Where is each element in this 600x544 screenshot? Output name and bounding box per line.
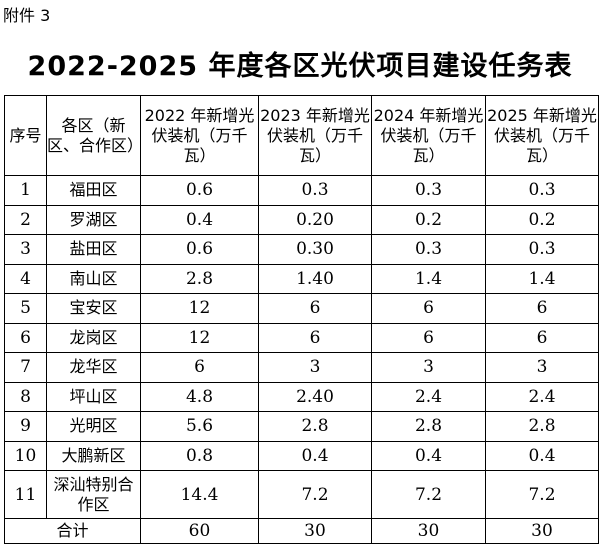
row-district: 坪山区 [46, 381, 141, 412]
row-2024: 6 [371, 322, 486, 353]
total-2023: 30 [258, 518, 372, 544]
table-row: 6 龙岗区 12 6 6 6 [4, 322, 599, 353]
row-seq: 9 [4, 411, 47, 442]
row-district: 南山区 [46, 263, 141, 294]
row-2025: 1.4 [485, 263, 599, 294]
table-row: 9 光明区 5.6 2.8 2.8 2.8 [4, 411, 599, 442]
row-2023: 7.2 [258, 470, 372, 519]
table-row: 1 福田区 0.6 0.3 0.3 0.3 [4, 175, 599, 206]
row-2022: 6 [140, 352, 259, 383]
row-district: 深汕特别合作区 [46, 470, 141, 519]
row-2022: 0.4 [140, 204, 259, 235]
row-2025: 7.2 [485, 470, 599, 519]
row-district: 宝安区 [46, 293, 141, 324]
row-seq: 8 [4, 381, 47, 412]
row-2022: 0.6 [140, 234, 259, 265]
row-seq: 10 [4, 440, 47, 471]
row-2022: 4.8 [140, 381, 259, 412]
row-2025: 2.8 [485, 411, 599, 442]
header-seq: 序号 [4, 95, 47, 176]
row-2025: 0.4 [485, 440, 599, 471]
row-2022: 0.8 [140, 440, 259, 471]
row-2023: 0.3 [258, 175, 372, 206]
row-district: 盐田区 [46, 234, 141, 265]
row-2022: 5.6 [140, 411, 259, 442]
row-2023: 2.40 [258, 381, 372, 412]
row-district: 光明区 [46, 411, 141, 442]
table-header-row: 序号 各区（新区、合作区） 2022 年新增光伏装机（万千瓦） 2023 年新增… [4, 95, 599, 176]
header-2024: 2024 年新增光伏装机（万千瓦） [371, 95, 486, 176]
row-2023: 6 [258, 322, 372, 353]
row-2024: 2.4 [371, 381, 486, 412]
row-2024: 1.4 [371, 263, 486, 294]
row-2022: 12 [140, 322, 259, 353]
header-2025: 2025 年新增光伏装机（万千瓦） [485, 95, 599, 176]
row-2025: 0.2 [485, 204, 599, 235]
row-2024: 2.8 [371, 411, 486, 442]
row-2025: 3 [485, 352, 599, 383]
row-seq: 2 [4, 204, 47, 235]
row-2024: 0.4 [371, 440, 486, 471]
total-row: 合计 60 30 30 30 [4, 518, 599, 544]
total-2024: 30 [371, 518, 486, 544]
row-district: 福田区 [46, 175, 141, 206]
row-2024: 0.3 [371, 175, 486, 206]
row-2022: 2.8 [140, 263, 259, 294]
row-2022: 0.6 [140, 175, 259, 206]
row-2024: 0.3 [371, 234, 486, 265]
row-2023: 1.40 [258, 263, 372, 294]
row-district: 龙岗区 [46, 322, 141, 353]
row-2023: 2.8 [258, 411, 372, 442]
row-2024: 0.2 [371, 204, 486, 235]
row-seq: 1 [4, 175, 47, 206]
table-row: 7 龙华区 6 3 3 3 [4, 352, 599, 383]
row-seq: 5 [4, 293, 47, 324]
total-2022: 60 [140, 518, 259, 544]
row-2024: 3 [371, 352, 486, 383]
row-2023: 0.4 [258, 440, 372, 471]
row-seq: 3 [4, 234, 47, 265]
header-district: 各区（新区、合作区） [46, 95, 143, 176]
row-2025: 6 [485, 293, 599, 324]
row-2022: 12 [140, 293, 259, 324]
row-district: 大鹏新区 [46, 440, 141, 471]
row-2025: 2.4 [485, 381, 599, 412]
table-row: 11 深汕特别合作区 14.4 7.2 7.2 7.2 [4, 470, 599, 519]
row-2025: 0.3 [485, 175, 599, 206]
document-title: 2022-2025 年度各区光伏项目建设任务表 [27, 51, 573, 82]
row-seq: 6 [4, 322, 47, 353]
row-2023: 0.30 [258, 234, 372, 265]
row-2022: 14.4 [140, 470, 259, 519]
row-seq: 4 [4, 263, 47, 294]
table-row: 8 坪山区 4.8 2.40 2.4 2.4 [4, 381, 599, 412]
row-2023: 6 [258, 293, 372, 324]
row-2023: 3 [258, 352, 372, 383]
table-row: 10 大鹏新区 0.8 0.4 0.4 0.4 [4, 440, 599, 471]
task-table: 序号 各区（新区、合作区） 2022 年新增光伏装机（万千瓦） 2023 年新增… [4, 95, 599, 544]
header-2023: 2023 年新增光伏装机（万千瓦） [258, 95, 372, 176]
row-seq: 7 [4, 352, 47, 383]
row-2025: 0.3 [485, 234, 599, 265]
row-seq: 11 [4, 470, 47, 519]
table-row: 4 南山区 2.8 1.40 1.4 1.4 [4, 263, 599, 294]
table-row: 5 宝安区 12 6 6 6 [4, 293, 599, 324]
table-row: 3 盐田区 0.6 0.30 0.3 0.3 [4, 234, 599, 265]
row-2024: 6 [371, 293, 486, 324]
table-row: 2 罗湖区 0.4 0.20 0.2 0.2 [4, 204, 599, 235]
row-2025: 6 [485, 322, 599, 353]
header-2022: 2022 年新增光伏装机（万千瓦） [140, 95, 259, 176]
row-2024: 7.2 [371, 470, 486, 519]
total-label: 合计 [4, 518, 141, 544]
attachment-label: 附件 3 [3, 6, 51, 25]
row-district: 罗湖区 [46, 204, 141, 235]
total-2025: 30 [485, 518, 599, 544]
row-district: 龙华区 [46, 352, 141, 383]
row-2023: 0.20 [258, 204, 372, 235]
